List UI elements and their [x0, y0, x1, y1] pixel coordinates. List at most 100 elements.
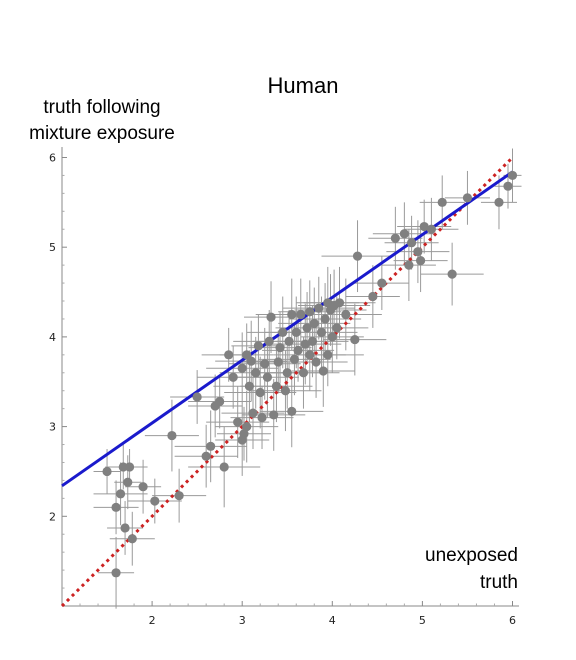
data-point	[123, 477, 133, 487]
x-tick-label: 2	[149, 614, 156, 627]
data-point	[251, 368, 261, 378]
data-point	[167, 430, 177, 441]
data-point	[320, 314, 330, 324]
data-point	[426, 224, 437, 234]
data-point	[282, 368, 292, 378]
data-point	[102, 466, 112, 477]
data-point	[293, 345, 303, 355]
data-point	[289, 354, 300, 364]
axes: 2 3 4 5 6 2 3 4 5 6	[49, 147, 519, 627]
data-point	[334, 298, 345, 308]
data-point	[302, 323, 312, 333]
data-point	[237, 363, 247, 373]
data-point	[233, 417, 243, 427]
data-point	[219, 462, 229, 472]
data-point	[228, 372, 238, 382]
data-point	[273, 357, 283, 367]
data-point	[118, 462, 128, 472]
y-axis-label-line1: truth following	[43, 97, 160, 118]
data-point	[271, 381, 282, 391]
identity-line	[60, 156, 514, 608]
data-point	[350, 334, 360, 345]
data-point	[253, 341, 264, 351]
data-point	[275, 343, 285, 353]
data-point	[503, 181, 513, 191]
data-point	[287, 406, 297, 416]
data-point	[264, 336, 274, 346]
data-point	[309, 318, 319, 329]
data-point	[291, 327, 301, 338]
data-point	[390, 233, 400, 243]
data-point	[447, 269, 457, 279]
data-point	[507, 170, 518, 181]
data-point	[298, 368, 309, 378]
data-point	[269, 410, 279, 420]
data-point	[305, 307, 315, 317]
data-point	[138, 482, 148, 492]
data-point	[201, 451, 211, 461]
data-point	[419, 221, 429, 232]
data-point	[318, 366, 328, 376]
y-tick-label: 6	[49, 151, 56, 164]
data-point	[404, 260, 414, 270]
data-point	[262, 372, 273, 382]
data-point	[257, 413, 267, 423]
data-point	[248, 408, 258, 418]
data-point	[224, 350, 234, 360]
data-point	[255, 387, 265, 398]
data-point	[305, 350, 315, 360]
data-point	[244, 381, 255, 391]
data-point	[332, 323, 342, 333]
data-point	[280, 386, 291, 396]
x-tick-label: 5	[419, 614, 426, 627]
error-bars	[93, 148, 522, 609]
fit-line	[61, 170, 514, 488]
data-point	[124, 462, 135, 472]
data-point	[278, 327, 288, 338]
data-point	[111, 568, 121, 578]
x-axis-label-line1: unexposed	[425, 545, 518, 566]
data-point	[206, 441, 216, 451]
data-point	[494, 197, 504, 207]
x-tick-label: 3	[239, 614, 246, 627]
data-point	[314, 303, 324, 313]
data-point	[300, 339, 310, 349]
reference-lines	[60, 156, 514, 608]
x-tick-label: 6	[509, 614, 516, 627]
data-point	[266, 312, 276, 322]
data-point	[150, 496, 160, 506]
y-tick-label: 4	[49, 331, 56, 344]
data-point	[242, 421, 252, 432]
data-point	[413, 247, 423, 257]
data-point	[377, 278, 387, 288]
data-point	[115, 489, 126, 499]
data-point	[192, 392, 202, 402]
data-point	[406, 238, 417, 248]
data-point	[323, 350, 333, 360]
data-point	[284, 336, 294, 346]
data-point	[307, 336, 318, 346]
data-point	[311, 357, 321, 367]
data-point	[239, 429, 249, 439]
x-tick-label: 4	[329, 614, 336, 627]
data-points	[102, 170, 518, 578]
data-point	[215, 396, 225, 407]
data-point	[120, 523, 130, 533]
data-point	[352, 251, 363, 261]
data-point	[260, 359, 270, 369]
data-point	[296, 309, 306, 320]
y-tick-label: 2	[49, 510, 56, 523]
data-point	[316, 327, 327, 338]
data-point	[174, 491, 184, 501]
data-point	[127, 534, 137, 544]
data-point	[437, 197, 447, 207]
data-point	[399, 229, 409, 239]
data-point	[111, 502, 121, 512]
data-point	[341, 309, 351, 320]
data-point	[246, 356, 256, 366]
data-point	[287, 309, 297, 320]
data-point	[327, 332, 337, 342]
y-axis-label-line2: mixture exposure	[29, 123, 175, 144]
x-axis-label-line2: truth	[480, 572, 518, 593]
